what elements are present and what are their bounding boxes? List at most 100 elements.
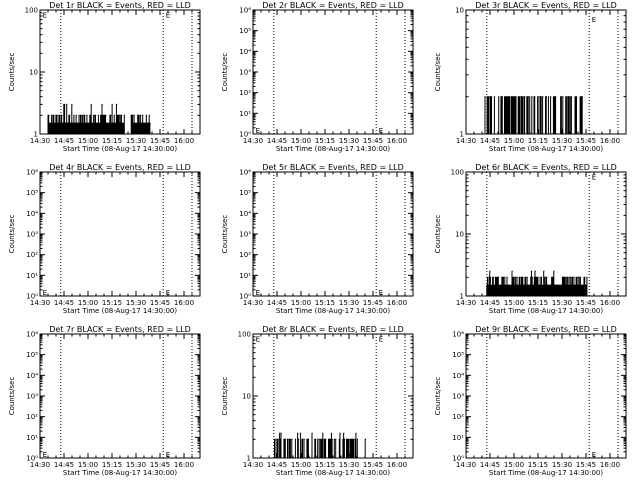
y-tick-label: 100 — [25, 7, 38, 15]
x-tick-label: 14:30 — [456, 299, 476, 307]
x-tick-label: 15:15 — [102, 137, 122, 145]
panel-title: Det 1r BLACK = Events, RED = LLD — [49, 1, 191, 10]
x-tick-label: 15:30 — [339, 299, 359, 307]
e-marker: E — [592, 451, 596, 459]
x-tick-label: 15:30 — [126, 299, 146, 307]
y-tick-label: 10⁵ — [452, 351, 464, 359]
y-tick-label: 10⁰ — [26, 455, 38, 463]
x-tick-label: 15:00 — [78, 461, 98, 469]
e-marker: E — [166, 451, 170, 459]
y-tick-label: 10¹ — [452, 434, 464, 442]
y-tick-label: 10⁴ — [452, 372, 464, 380]
x-tick-label: 15:15 — [528, 137, 548, 145]
e-marker: E — [256, 127, 260, 135]
e-marker: E — [43, 11, 47, 19]
x-tick-label: 16:00 — [174, 137, 194, 145]
e-marker: E — [256, 289, 260, 297]
x-tick-label: 15:45 — [363, 299, 383, 307]
y-tick-label: 1 — [247, 455, 251, 463]
x-axis-label: Start Time (08-Aug-17 14:30:00) — [63, 307, 177, 315]
panel-title: Det 7r BLACK = Events, RED = LLD — [49, 325, 191, 334]
x-tick-label: 14:45 — [267, 137, 287, 145]
y-tick-label: 10² — [239, 89, 251, 97]
x-tick-label: 15:30 — [126, 461, 146, 469]
y-tick-label: 10⁶ — [239, 169, 251, 177]
x-tick-label: 15:00 — [504, 299, 524, 307]
detector-panel: Det 6r BLACK = Events, RED = LLD 1 10 100 14… — [434, 163, 627, 315]
detector-panel: Det 7r BLACK = Events, RED = LLD 10⁰ 10¹ 10… — [8, 325, 201, 477]
y-tick-label: 1 — [460, 293, 464, 301]
x-tick-label: 15:15 — [315, 299, 335, 307]
x-tick-label: 15:15 — [102, 299, 122, 307]
y-tick-label: 10 — [455, 231, 464, 239]
y-tick-label: 100 — [238, 331, 251, 339]
x-tick-label: 14:45 — [54, 461, 74, 469]
detector-panel: Det 9r BLACK = Events, RED = LLD 10⁰ 10¹ 10… — [434, 325, 627, 477]
y-tick-label: 10¹ — [26, 434, 38, 442]
e-marker: E — [379, 289, 383, 297]
x-tick-label: 15:45 — [363, 461, 383, 469]
e-marker: E — [43, 451, 47, 459]
e-marker: E — [166, 11, 170, 19]
x-tick-label: 14:30 — [456, 461, 476, 469]
x-tick-label: 16:00 — [600, 137, 620, 145]
y-tick-label: 10³ — [26, 231, 38, 239]
x-tick-label: 15:15 — [528, 461, 548, 469]
panel-title: Det 8r BLACK = Events, RED = LLD — [262, 325, 404, 334]
y-tick-label: 10⁰ — [26, 293, 38, 301]
panel-title: Det 5r BLACK = Events, RED = LLD — [262, 163, 404, 172]
x-tick-label: 15:15 — [315, 461, 335, 469]
x-tick-label: 14:45 — [267, 461, 287, 469]
x-axis-label: Start Time (08-Aug-17 14:30:00) — [489, 307, 603, 315]
e-marker: E — [592, 173, 596, 181]
x-tick-label: 15:15 — [528, 299, 548, 307]
e-marker: E — [379, 127, 383, 135]
plot-frame — [252, 171, 414, 297]
y-axis-label: Counts/sec — [8, 377, 16, 416]
x-tick-label: 15:00 — [291, 461, 311, 469]
detector-panel: Det 5r BLACK = Events, RED = LLD 10⁰ 10¹ 10… — [221, 163, 414, 315]
events-series-line — [483, 96, 583, 135]
x-tick-label: 14:45 — [480, 461, 500, 469]
y-tick-label: 10¹ — [26, 272, 38, 280]
y-tick-label: 10² — [26, 413, 38, 421]
x-tick-label: 16:00 — [387, 299, 407, 307]
detector-panel: Det 2r BLACK = Events, RED = LLD 10⁰ 10¹ 10… — [221, 1, 414, 153]
y-tick-label: 10 — [242, 393, 251, 401]
x-tick-label: 16:00 — [600, 461, 620, 469]
y-tick-label: 10² — [26, 251, 38, 259]
x-tick-label: 16:00 — [387, 461, 407, 469]
x-tick-label: 15:00 — [504, 461, 524, 469]
y-tick-label: 10⁵ — [26, 189, 38, 197]
x-tick-label: 15:45 — [576, 137, 596, 145]
x-tick-label: 16:00 — [387, 137, 407, 145]
x-tick-label: 15:30 — [552, 137, 572, 145]
events-series-line — [486, 270, 588, 296]
x-tick-label: 14:30 — [243, 137, 263, 145]
detector-panel: Det 4r BLACK = Events, RED = LLD 10⁰ 10¹ 10… — [8, 163, 201, 315]
y-tick-label: 100 — [451, 169, 464, 177]
plot-frame — [39, 171, 201, 297]
y-axis-label: Counts/sec — [434, 377, 442, 416]
events-series-line — [130, 114, 151, 134]
y-tick-label: 10⁵ — [239, 189, 251, 197]
x-axis-label: Start Time (08-Aug-17 14:30:00) — [276, 307, 390, 315]
x-tick-label: 15:00 — [78, 299, 98, 307]
y-tick-label: 1 — [34, 131, 38, 139]
x-axis-label: Start Time (08-Aug-17 14:30:00) — [63, 145, 177, 153]
x-tick-label: 14:30 — [30, 461, 50, 469]
x-tick-label: 15:45 — [576, 299, 596, 307]
x-tick-label: 14:45 — [54, 137, 74, 145]
x-tick-label: 15:45 — [150, 137, 170, 145]
x-tick-label: 15:45 — [363, 137, 383, 145]
x-tick-label: 15:00 — [291, 299, 311, 307]
y-tick-label: 10⁰ — [452, 455, 464, 463]
y-tick-label: 10³ — [452, 393, 464, 401]
y-tick-label: 10⁰ — [239, 293, 251, 301]
y-axis-label: Counts/sec — [434, 53, 442, 92]
y-tick-label: 10³ — [239, 69, 251, 77]
y-axis-label: Counts/sec — [221, 377, 229, 416]
events-series-line — [273, 432, 367, 459]
detector-panel: Det 3r BLACK = Events, RED = LLD 1 10 14:30… — [434, 1, 627, 153]
